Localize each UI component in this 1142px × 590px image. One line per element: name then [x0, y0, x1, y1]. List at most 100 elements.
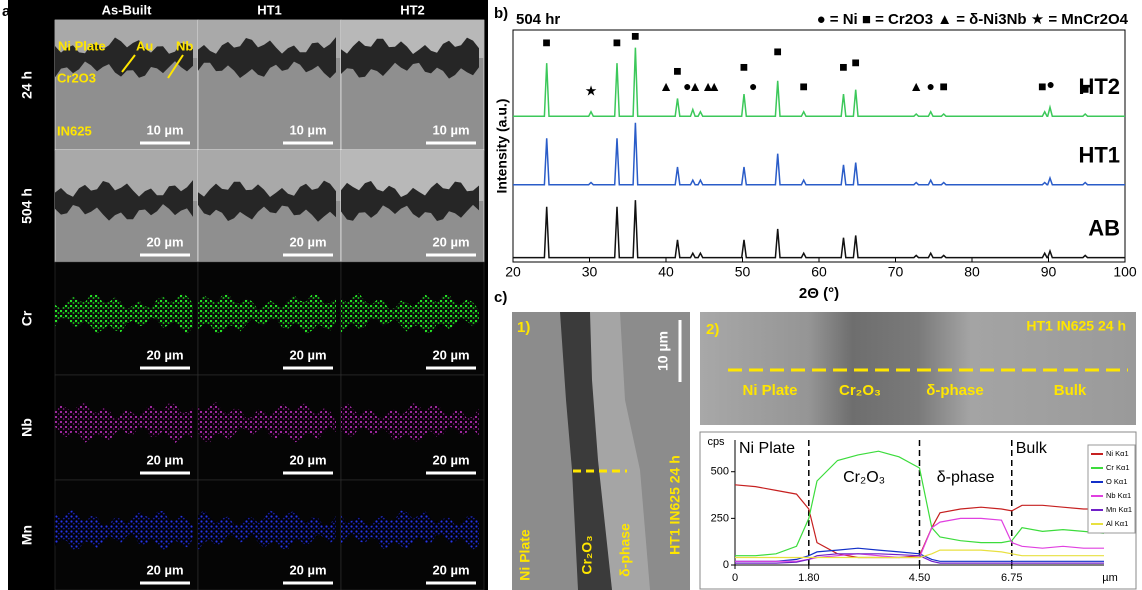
micrograph: 20 µm [340, 261, 485, 376]
element-band [55, 509, 193, 551]
region-label: Cr₂O₃ [579, 535, 595, 574]
x-tick-label: 90 [1041, 264, 1057, 280]
y-tick-label: 500 [711, 466, 729, 478]
x-tick-label: 60 [811, 264, 827, 280]
peak-marker: ■ [613, 34, 621, 50]
x-tick-label: 1.80 [798, 572, 819, 584]
image-label: 1) [517, 319, 530, 336]
micrograph: 20 µm [54, 479, 199, 590]
element-band [341, 293, 479, 334]
legend-entry: Nb Kα1 [1106, 491, 1131, 500]
x-tick-label: 100 [1113, 264, 1137, 280]
oxide-band [341, 37, 479, 79]
scale-bar-label: 20 µm [146, 347, 183, 362]
xrd-pattern [513, 200, 1125, 259]
element-band [198, 402, 336, 443]
legend-entry: Al Kα1 [1106, 519, 1128, 528]
peak-marker: ▲ [659, 78, 673, 94]
line-scan [735, 549, 1104, 559]
row-label: Cr [19, 310, 35, 326]
column-header: As-Built [102, 2, 153, 17]
micrograph: 20 µm [54, 149, 199, 263]
panel-c: c) 1) 10 µm Ni Plate Cr₂O₃ δ-phase HT1 IN625 2… [494, 289, 1137, 590]
oxide-band [560, 312, 612, 590]
line-scan [735, 450, 1105, 557]
region-label: Cr₂O₃ [839, 382, 881, 399]
x-tick-label: 50 [735, 264, 751, 280]
image-caption: HT1 IN625 24 h [1026, 318, 1126, 334]
y-tick-label: 0 [723, 559, 729, 571]
micrograph: 20 µm [197, 149, 342, 263]
chart-title: 504 hr [516, 11, 560, 28]
scale-bar-label: 20 µm [432, 347, 469, 362]
element-band [198, 293, 336, 335]
delta-phase [588, 312, 650, 590]
element-band [341, 402, 479, 443]
legend-box [1087, 444, 1136, 534]
row-label: Nb [19, 418, 35, 437]
series-label: HT2 [1078, 74, 1120, 99]
element-band [198, 510, 336, 551]
series-label: HT1 [1078, 142, 1120, 167]
legend-entry: Mn Kα1 [1106, 505, 1132, 514]
region-label: δ-phase [937, 469, 995, 486]
image-label: 2) [706, 321, 719, 338]
peak-marker: ● [749, 78, 757, 94]
scale-bar-label: 20 µm [432, 562, 469, 577]
x-tick-label: 0 [732, 572, 738, 584]
x-tick-label: 70 [888, 264, 904, 280]
micrograph: 20 µm [54, 374, 199, 481]
x-axis-label: 2Θ (°) [799, 285, 839, 302]
annotation: Au [136, 38, 153, 53]
element-band [341, 510, 479, 550]
panel-label: b) [494, 5, 508, 22]
region-label: δ-phase [617, 523, 633, 577]
micrograph: 20 µm [197, 261, 342, 376]
panel-label: c) [494, 289, 507, 306]
x-tick-label: 30 [582, 264, 598, 280]
micrograph: 20 µm [340, 479, 485, 590]
micrograph: 20 µm [54, 261, 199, 376]
scale-bar-label: 20 µm [289, 347, 326, 362]
peak-marker: ● [1047, 76, 1055, 92]
scale-bar-label: 20 µm [146, 234, 183, 249]
micrograph: 20 µm [340, 149, 485, 263]
y-axis-label: cps [707, 436, 725, 448]
peak-marker: ▲ [688, 78, 702, 94]
scale-bar-label: 10 µm [432, 122, 469, 137]
scale-bar-label: 10 µm [289, 122, 326, 137]
peak-marker: ■ [799, 78, 807, 94]
legend-entry: Cr Kα1 [1106, 463, 1130, 472]
peak-marker: ■ [631, 27, 639, 43]
scale-bar-label: 20 µm [146, 452, 183, 467]
image-caption: HT1 IN625 24 h [667, 455, 683, 555]
peak-marker: ● [683, 78, 691, 94]
oxide-band [198, 180, 336, 222]
annotation-arrow [121, 54, 136, 73]
scale-bar-label: 10 µm [655, 331, 671, 371]
peak-marker: ★ [585, 83, 598, 99]
annotation: Ni Plate [58, 38, 106, 53]
row-label: 24 h [19, 71, 35, 99]
column-header: HT1 [257, 2, 282, 17]
scale-bar-label: 10 µm [146, 122, 183, 137]
scale-bar-label: 20 µm [289, 234, 326, 249]
region-label: Ni Plate [739, 440, 795, 457]
micrograph: 10 µm [197, 19, 342, 151]
scale-bar-label: 20 µm [432, 452, 469, 467]
annotation: Nb [176, 38, 193, 53]
micrograph: 20 µm [340, 374, 485, 481]
xrd-pattern [513, 47, 1125, 117]
peak-marker: ■ [542, 34, 550, 50]
row-label: Mn [19, 525, 35, 545]
x-tick-label: 80 [964, 264, 980, 280]
micrograph: 10 µm [54, 19, 199, 151]
peak-marker: ■ [740, 58, 748, 74]
legend-entry: O Kα1 [1106, 477, 1127, 486]
y-axis-label: Intensity (a.u.) [494, 99, 510, 194]
element-band [55, 402, 193, 444]
micrograph: 10 µm [340, 19, 485, 151]
peak-marker: ■ [773, 43, 781, 59]
